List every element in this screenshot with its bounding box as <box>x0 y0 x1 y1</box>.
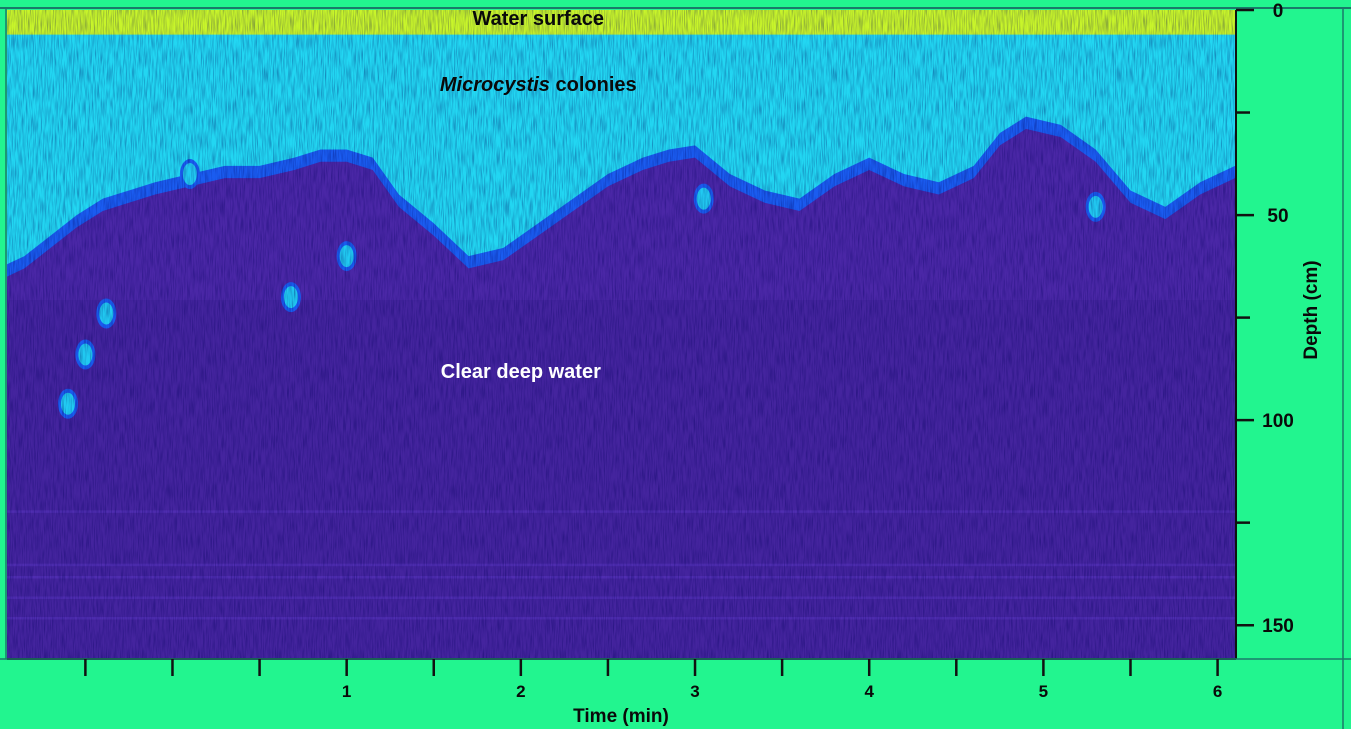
microcystis-colonies-label: Microcystis colonies <box>440 74 637 96</box>
x-tick-label: 1 <box>342 682 351 701</box>
y-tick-label: 0 <box>1273 1 1284 22</box>
y-axis: 0 50 100 150 <box>1236 1 1294 637</box>
x-axis: 1 2 3 4 5 6 <box>84 659 1222 701</box>
x-tick-label: 5 <box>1039 682 1048 701</box>
x-tick-label: 3 <box>690 682 699 701</box>
x-tick-label: 4 <box>864 682 874 701</box>
y-axis-title: Depth (cm) <box>1301 260 1322 359</box>
echo-speckle-texture <box>7 10 1235 658</box>
water-surface-label: Water surface <box>472 8 604 30</box>
annotations: Water surface Microcystis colonies Clear d… <box>440 8 637 383</box>
y-tick-label: 50 <box>1267 206 1288 227</box>
x-tick-label: 6 <box>1213 682 1222 701</box>
y-tick-label: 150 <box>1262 616 1294 637</box>
x-tick-label: 2 <box>516 682 525 701</box>
x-axis-title: Time (min) <box>573 706 669 727</box>
echogram-plot-area <box>7 10 1235 658</box>
y-tick-label: 100 <box>1262 411 1294 432</box>
clear-deep-water-label: Clear deep water <box>441 361 601 383</box>
